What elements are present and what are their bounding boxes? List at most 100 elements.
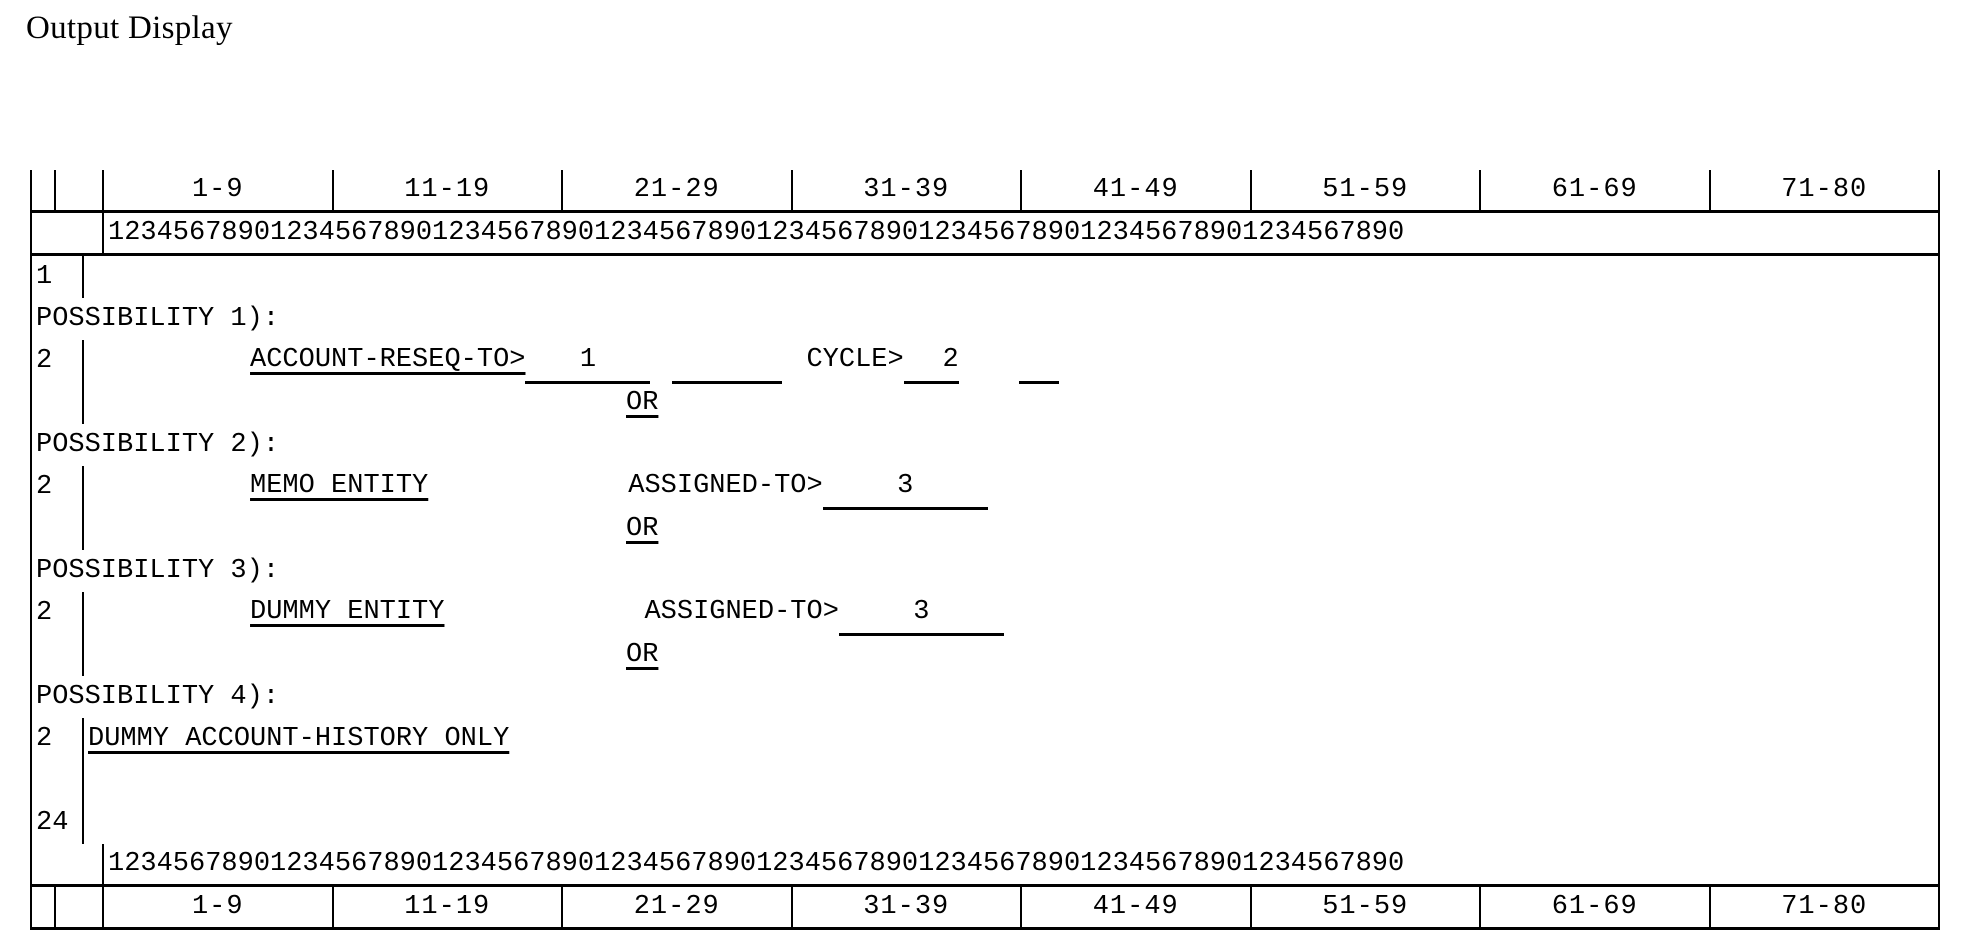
assigned-to-label: ASSIGNED-TO> [628,470,823,501]
frame-left-border [30,213,32,253]
memo-entity-label[interactable]: MEMO ENTITY [250,470,429,501]
frame-right-border [1938,676,1940,718]
frame-right-border [1938,592,1940,634]
column-scale-61-69: 61-69 [1551,175,1638,205]
frame-right-border [1938,550,1940,592]
possibility-4-label-body: POSSIBILITY 4): [32,676,1938,718]
frame-right-border [1938,508,1940,550]
column-scale-41-49: 41-49 [1092,892,1179,922]
frame-left-border [30,382,32,424]
terminal-line-dummy-account-history: 2 DUMMY ACCOUNT-HISTORY ONLY [30,718,1940,760]
frame-left-border [30,760,32,802]
frame-body-divider [82,718,84,760]
scale-divider-7 [1708,170,1711,210]
frame-right-border [1938,256,1940,298]
dummy-account-history-only-label[interactable]: DUMMY ACCOUNT-HISTORY ONLY [88,724,510,754]
footer-gutter-b [56,887,102,927]
header-rule-bottom [30,253,1940,256]
possibility-1-label-body: POSSIBILITY 1): [32,298,1938,340]
ruler-gutter-b [56,213,102,253]
frame-body-divider [82,592,84,634]
scale-divider-4 [1020,170,1022,210]
column-scale-71-80: 71-80 [1781,892,1868,922]
column-scale-1-9: 1-9 [191,175,244,205]
frame-body-divider [82,340,84,382]
cycle-input[interactable]: 2 [903,339,959,384]
line-number [32,634,82,676]
assigned-to-input[interactable]: 3 [822,465,988,510]
cycle-label: CYCLE> [806,344,904,375]
terminal-line-possibility-3: POSSIBILITY 3): [30,550,1940,592]
frame-body-divider [82,466,84,508]
frame-left-border [30,170,32,210]
scale-divider-5 [1249,887,1252,927]
line-number [32,382,82,424]
terminal-line-memo-entity: 2 MEMO ENTITY ASSIGNED-TO> 3 [30,465,1940,510]
scale-divider-4 [1020,887,1022,927]
line-number: 1 [36,262,53,292]
or-separator: OR [626,640,659,670]
line-body [84,256,1938,298]
line-number: 2 [36,724,53,754]
scale-divider-6 [1479,887,1481,927]
frame-linenum-divider [54,887,56,927]
ruler-digits-top: 1234567890123456789012345678901234567890… [108,218,1405,248]
frame-left-border [30,634,32,676]
frame-left-border [30,340,32,382]
possibility-1-label: POSSIBILITY 1): [36,304,280,334]
scale-divider-2 [561,170,563,210]
header-gutter-b [56,170,102,210]
column-scale-61-69: 61-69 [1551,892,1638,922]
frame-left-border [30,887,32,927]
possibility-2-label-body: POSSIBILITY 2): [32,424,1938,466]
possibility-4-label: POSSIBILITY 4): [36,682,280,712]
frame-right-border [1938,298,1940,340]
column-scale-21-29: 21-29 [633,175,720,205]
account-reseq-to-extra-field[interactable] [672,339,783,384]
ruler-digits-row-top: 1234567890123456789012345678901234567890… [30,213,1940,253]
account-reseq-to-label: ACCOUNT-RESEQ-TO> [250,344,526,375]
column-scale-header-top: 1-9 11-19 21-29 31-39 41-49 51-59 61-69 … [30,170,1940,210]
frame-left-border [30,256,32,298]
frame-linenum-divider [54,170,56,210]
frame-body-divider [82,634,84,676]
frame-body-divider [102,170,104,210]
possibility-2-label: POSSIBILITY 2): [36,430,280,460]
ruler-body-divider [102,844,104,884]
terminal-line-or-3: OR [30,634,1940,676]
cycle-extra-field[interactable] [1018,339,1059,384]
frame-right-border [1938,887,1940,927]
frame-left-border [30,844,32,884]
frame-right-border [1938,213,1940,253]
assigned-to-input[interactable]: 3 [838,591,1004,636]
terminal-line-blank [30,760,1940,802]
footer-gutter-a [32,887,54,927]
frame-body-divider [82,802,84,844]
terminal-line-or-1: OR [30,382,1940,424]
line-number: 2 [36,598,53,628]
column-scale-21-29: 21-29 [633,892,720,922]
frame-right-border [1938,466,1940,508]
scale-divider-5 [1249,170,1252,210]
ruler-gutter-a [32,844,54,884]
dummy-entity-label[interactable]: DUMMY ENTITY [250,596,445,627]
column-scale-71-80: 71-80 [1781,175,1868,205]
frame-right-border [1938,718,1940,760]
frame-body-divider [82,382,84,424]
frame-left-border [30,466,32,508]
terminal-line-possibility-2: POSSIBILITY 2): [30,424,1940,466]
account-reseq-to-input[interactable]: 1 [525,339,651,384]
scale-divider-6 [1479,170,1481,210]
line-number: 2 [36,472,53,502]
header-rule-top [30,210,1940,213]
frame-body-divider [82,508,84,550]
ruler-digits-bottom: 1234567890123456789012345678901234567890… [108,849,1405,879]
terminal-line-dummy-entity: 2 DUMMY ENTITY ASSIGNED-TO> 3 [30,591,1940,636]
footer-rule-bottom [30,927,1940,930]
terminal-line-possibility-1: POSSIBILITY 1): [30,298,1940,340]
line-number [32,508,82,550]
or-separator: OR [626,514,659,544]
assigned-to-label: ASSIGNED-TO> [644,596,839,627]
line-body: OR [84,382,1938,424]
or-separator: OR [626,388,659,418]
